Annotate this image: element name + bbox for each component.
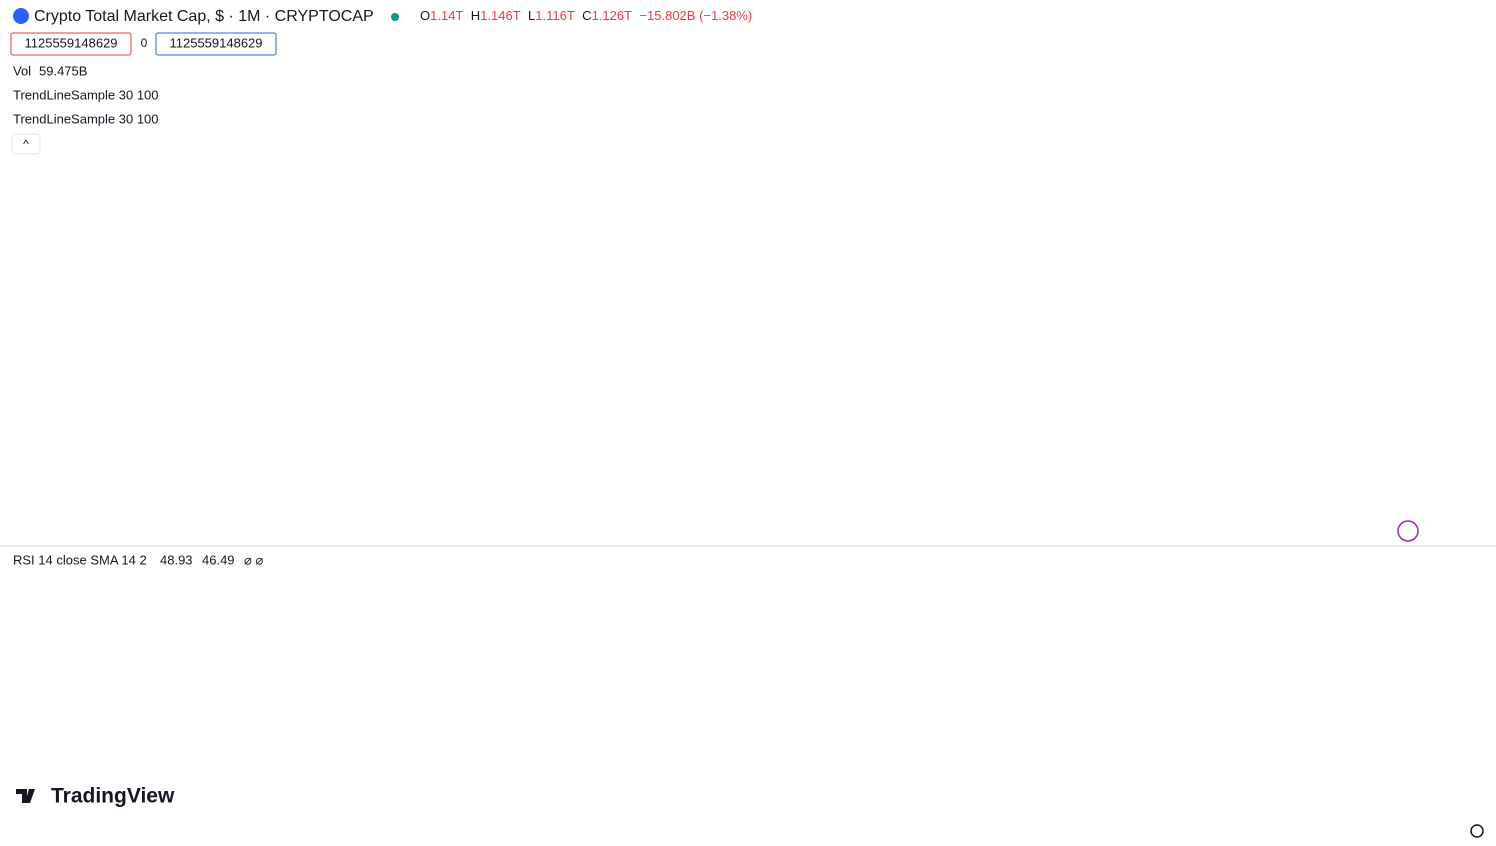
input-value: 1125559148629 xyxy=(24,35,117,50)
rsi-extra: ⌀ ⌀ xyxy=(244,552,263,567)
input-value: 1125559148629 xyxy=(169,35,262,50)
logo-icon xyxy=(16,789,35,803)
h-value: 1.146T xyxy=(480,8,521,23)
settings-button[interactable] xyxy=(1470,824,1484,838)
vol-label: Vol xyxy=(13,63,31,78)
rsi-value: 48.93 xyxy=(160,552,193,567)
input-box[interactable] xyxy=(155,32,277,56)
l-label: L xyxy=(528,8,535,23)
header: Crypto Total Market Cap, $ · 1M · CRYPTO… xyxy=(10,8,1484,838)
title: Crypto Total Market Cap, $ · 1M · CRYPTO… xyxy=(34,8,374,25)
o-label: O xyxy=(420,8,430,23)
lightning-button[interactable] xyxy=(1397,520,1419,542)
c-value: 1.126T xyxy=(592,8,633,23)
input-box[interactable] xyxy=(10,32,132,56)
ohlc: O1.14T H1.146T L1.116T C1.126T −15.802B … xyxy=(420,8,752,23)
vol-value: 59.475B xyxy=(39,63,87,78)
study-label: TrendLineSample 30 100 xyxy=(13,111,159,126)
study-label: TrendLineSample 30 100 xyxy=(13,87,159,102)
change: −15.802B (−1.38%) xyxy=(639,8,752,23)
l-value: 1.116T xyxy=(535,8,575,23)
collapse-icon: ^ xyxy=(23,137,29,151)
c-label: C xyxy=(582,8,591,23)
o-value: 1.14T xyxy=(430,8,463,23)
h-label: H xyxy=(471,8,480,23)
status-dot xyxy=(391,13,399,21)
brand: TradingView xyxy=(51,785,175,808)
rsi-legend: RSI 14 close SMA 14 2 xyxy=(13,552,147,567)
sma-value: 46.49 xyxy=(202,552,235,567)
symbol-icon xyxy=(13,8,29,24)
input-value: 0 xyxy=(141,36,148,50)
collapse-button[interactable] xyxy=(11,133,41,155)
